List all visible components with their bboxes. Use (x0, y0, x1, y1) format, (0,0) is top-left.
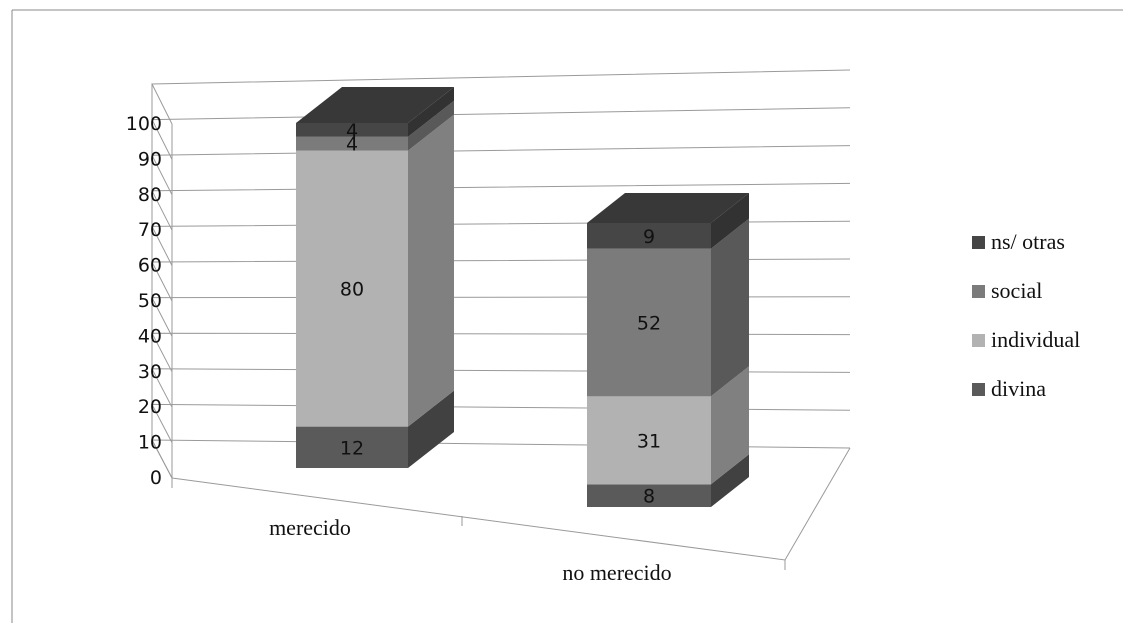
y-tick-label: 40 (138, 325, 162, 347)
y-tick-label: 0 (150, 467, 162, 489)
bar-segment-front (587, 223, 711, 249)
y-tick-label: 50 (138, 290, 162, 312)
data-label: 31 (637, 430, 661, 452)
y-tick-label: 70 (138, 219, 162, 241)
bar-segment-front (587, 248, 711, 397)
bar-segment-side (711, 366, 749, 485)
data-labels: 12 80 44 8 31 52 9 (340, 120, 661, 508)
axes: 0 10 20 30 40 50 60 70 80 90 100 merecido no merecid… (126, 113, 672, 585)
legend-swatch (972, 236, 985, 249)
bar-top-face (587, 193, 749, 223)
bar-segment-front (296, 136, 408, 151)
bars (296, 87, 749, 507)
bar-segment-front (296, 150, 408, 427)
data-label: 52 (637, 312, 661, 334)
bar-segment-front (587, 396, 711, 485)
data-label: 80 (340, 279, 364, 301)
bar-segment-side (408, 100, 454, 151)
gridline (151, 107, 851, 160)
data-label: 12 (340, 437, 364, 459)
bar-segment-front (296, 123, 408, 137)
bar-segment-side (408, 114, 454, 427)
legend-label: individual (991, 327, 1080, 352)
data-label: 8 (643, 486, 655, 508)
bar-segment-side (711, 218, 749, 397)
y-tick-label: 100 (126, 113, 162, 135)
bar-segment-front (587, 484, 711, 507)
category-label: no merecido (562, 560, 671, 585)
legend-label: social (991, 278, 1042, 303)
legend-label: ns/ otras (991, 229, 1065, 254)
bar-segment-side (408, 87, 454, 137)
legend-swatch (972, 334, 985, 347)
bar-top-face (296, 87, 454, 123)
gridline (151, 69, 851, 125)
y-tick-label: 90 (138, 148, 162, 170)
legend: ns/ otras social individual divina (972, 229, 1080, 401)
data-label: 4 (346, 120, 358, 142)
bar-segment-side (711, 454, 749, 507)
legend-label: divina (991, 376, 1046, 401)
data-label: 4 (346, 134, 358, 156)
bar-segment-front (296, 426, 408, 468)
legend-swatch (972, 383, 985, 396)
y-tick-label: 10 (138, 432, 162, 454)
y-tick-label: 20 (138, 396, 162, 418)
data-label: 9 (643, 226, 655, 248)
y-tick-label: 80 (138, 184, 162, 206)
y-tick-label: 30 (138, 361, 162, 383)
bar-segment-side (408, 390, 454, 468)
legend-swatch (972, 285, 985, 298)
y-tick-label: 60 (138, 255, 162, 277)
floor-left-edge (151, 439, 173, 479)
gridlines (151, 69, 851, 570)
bar-segment-side (711, 193, 749, 249)
category-label: merecido (269, 515, 351, 540)
